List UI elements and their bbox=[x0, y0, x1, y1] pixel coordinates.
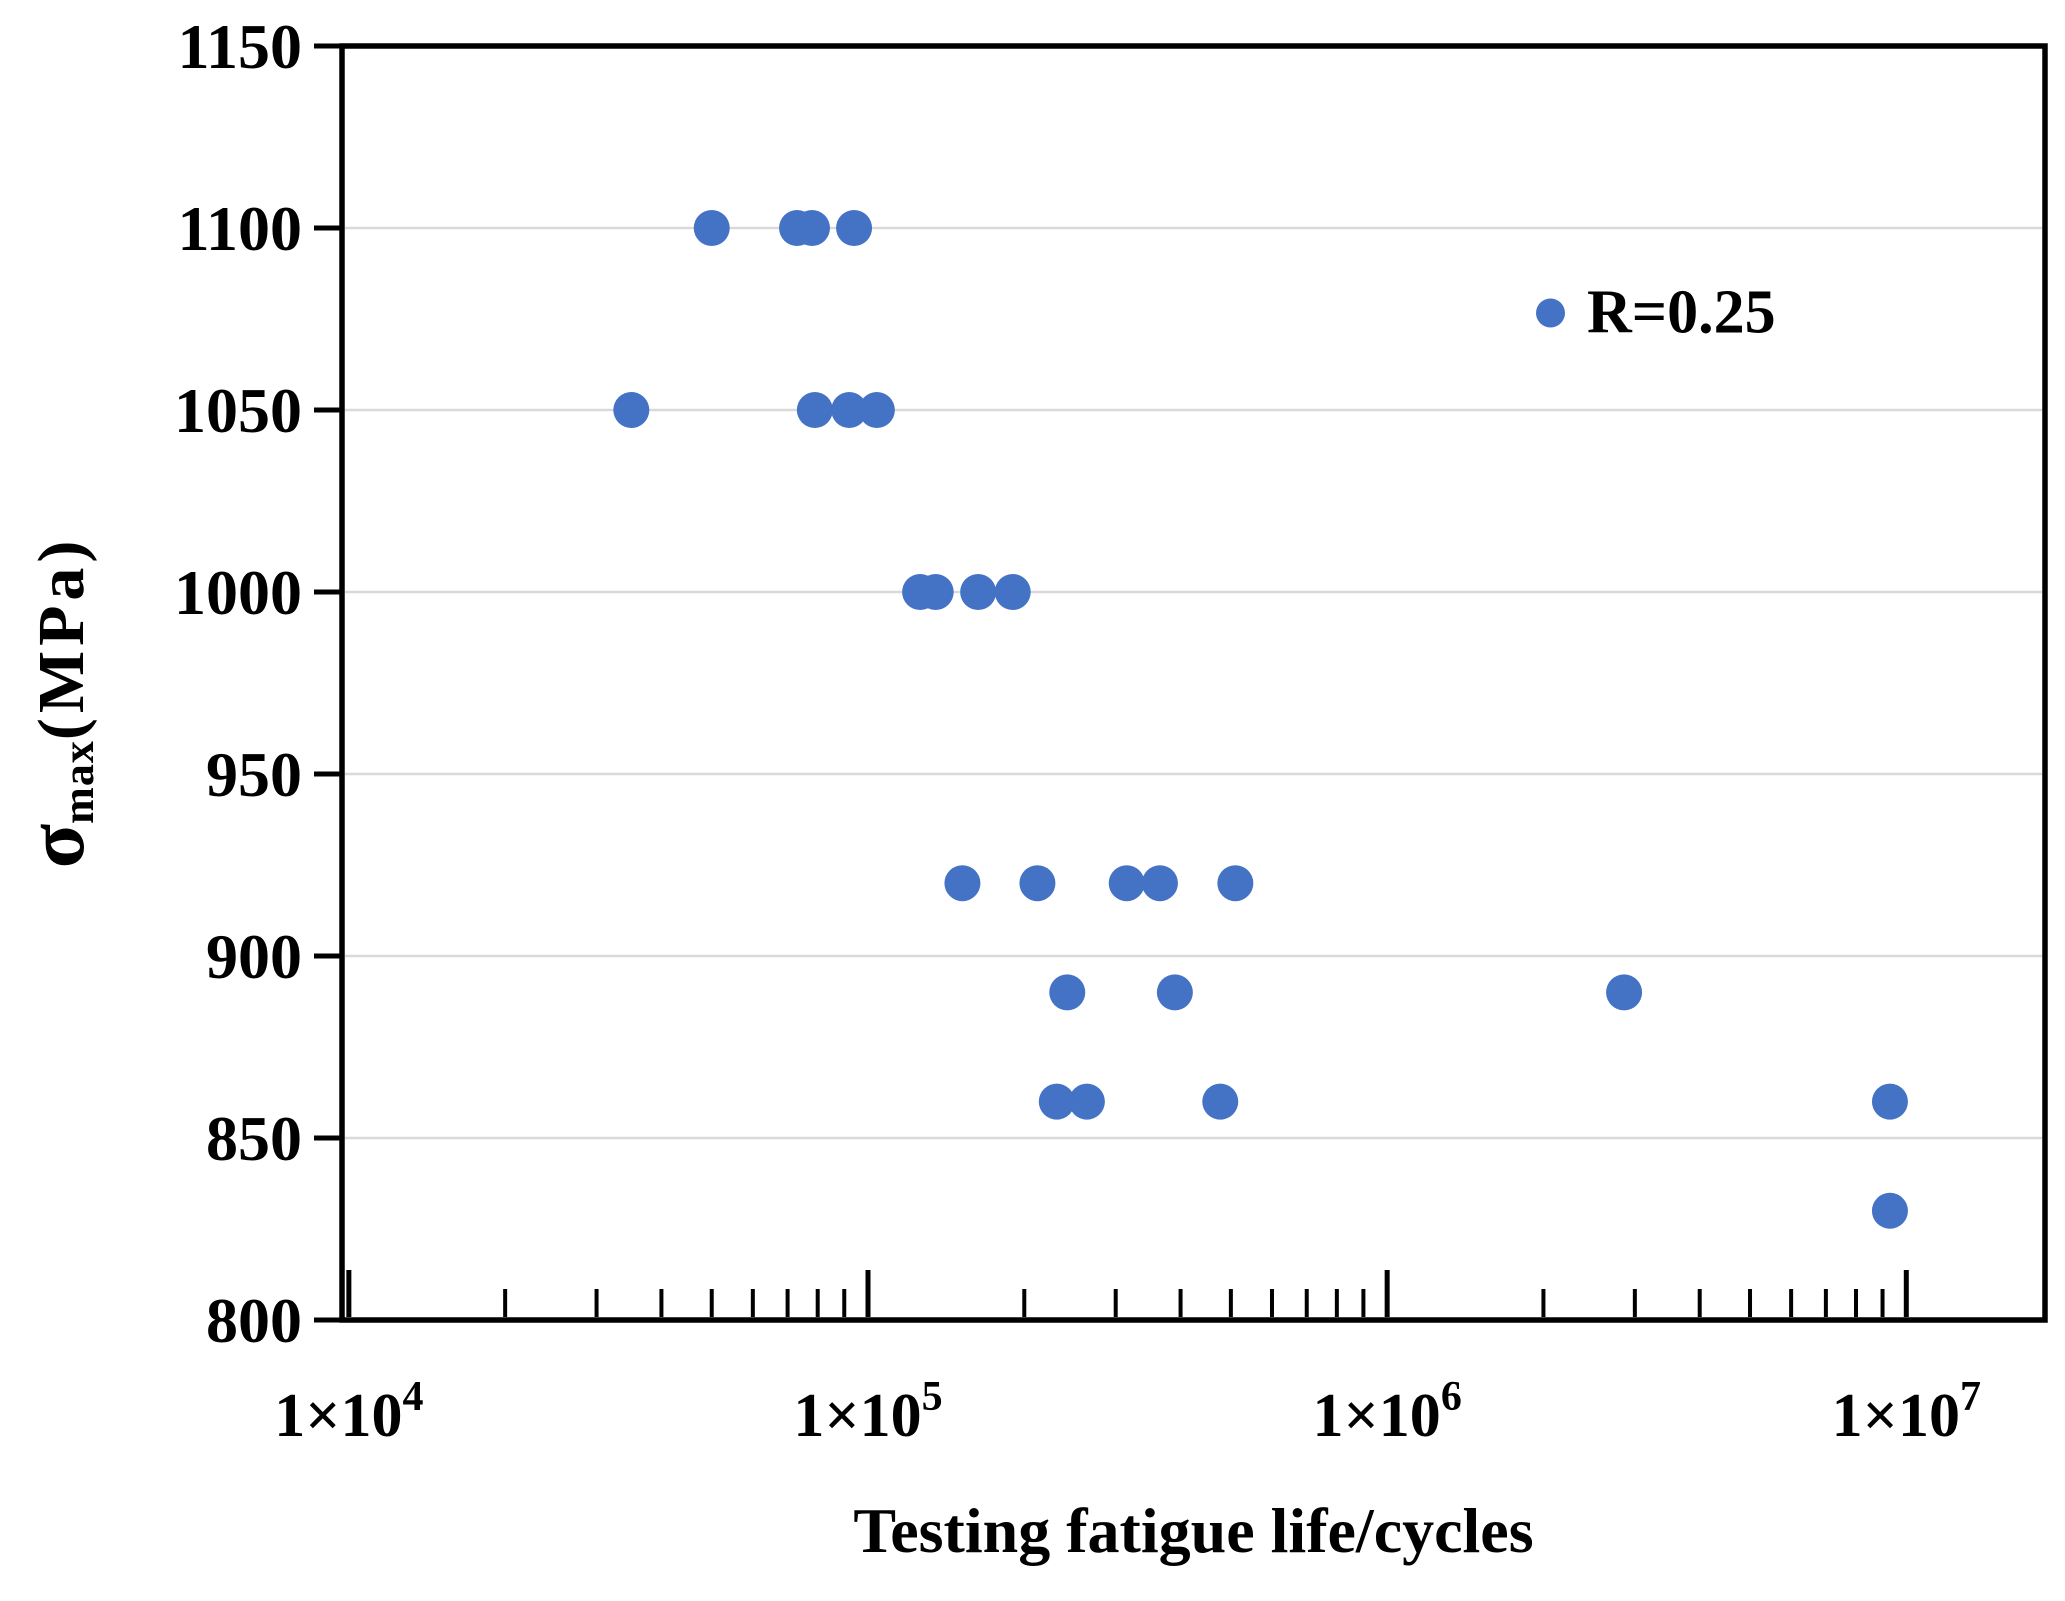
data-point bbox=[836, 210, 873, 246]
data-point bbox=[1049, 974, 1086, 1011]
y-axis-title-subscript: max bbox=[54, 740, 103, 824]
legend-label: R=0.25 bbox=[1587, 278, 1776, 347]
y-tick-label: 1000 bbox=[174, 557, 302, 628]
data-point bbox=[944, 865, 981, 902]
data-point bbox=[613, 392, 650, 428]
data-point bbox=[917, 574, 954, 610]
x-tick-label: 1×107 bbox=[1832, 1374, 1981, 1450]
data-point bbox=[831, 392, 868, 428]
data-point bbox=[1871, 1192, 1908, 1229]
data-point bbox=[1202, 1083, 1239, 1120]
x-tick-label: 1×106 bbox=[1312, 1374, 1461, 1450]
x-tick-label: 1×105 bbox=[793, 1374, 942, 1450]
data-point bbox=[693, 210, 730, 246]
y-axis-title-symbol: σ bbox=[10, 823, 101, 869]
y-tick-label: 1150 bbox=[178, 11, 302, 82]
data-point bbox=[1156, 974, 1193, 1011]
data-point bbox=[1068, 1083, 1105, 1120]
y-axis-title: σmax(MPa) bbox=[10, 535, 103, 869]
data-point bbox=[1108, 865, 1145, 902]
data-point bbox=[1217, 865, 1254, 902]
data-point bbox=[1019, 865, 1056, 902]
data-point bbox=[1606, 974, 1643, 1011]
data-point bbox=[960, 574, 997, 610]
legend-marker-icon bbox=[1536, 298, 1565, 328]
y-tick-label: 1050 bbox=[174, 375, 302, 446]
x-tick-label: 1×104 bbox=[274, 1374, 423, 1450]
data-point bbox=[1871, 1083, 1908, 1120]
plot-border bbox=[339, 43, 2048, 1323]
legend: R=0.25 bbox=[1536, 278, 1776, 349]
data-point bbox=[994, 574, 1031, 610]
data-point bbox=[796, 392, 833, 428]
y-tick-label: 950 bbox=[206, 739, 302, 810]
y-axis-title-unit: (MPa) bbox=[25, 535, 98, 741]
data-point bbox=[1141, 865, 1178, 902]
y-tick-label: 800 bbox=[206, 1285, 302, 1356]
y-tick-label: 850 bbox=[206, 1103, 302, 1174]
y-tick-label: 900 bbox=[206, 921, 302, 992]
y-tick-label: 1100 bbox=[178, 193, 302, 264]
x-axis-title: Testing fatigue life/cycles bbox=[853, 1495, 1534, 1566]
data-point bbox=[858, 392, 895, 428]
data-point bbox=[1038, 1083, 1075, 1120]
data-point bbox=[793, 210, 830, 246]
